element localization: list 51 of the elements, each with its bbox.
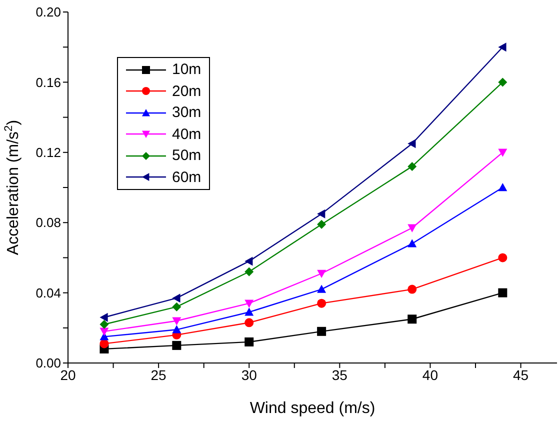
point: [498, 288, 508, 298]
point: [317, 298, 326, 308]
point: [172, 317, 182, 326]
point: [317, 284, 326, 293]
point: [172, 294, 180, 303]
point: [408, 162, 417, 171]
y-tick-label: 0.08: [36, 215, 61, 230]
point: [100, 312, 108, 322]
point: [317, 209, 326, 218]
point: [244, 256, 253, 266]
y-tick-label: 0.12: [36, 145, 61, 160]
x-tick-label: 30: [241, 366, 258, 383]
point: [244, 267, 254, 276]
point: [498, 78, 508, 87]
point: [244, 318, 254, 328]
legend-label: 30m: [172, 104, 202, 122]
point: [317, 220, 326, 229]
legend-label: 60m: [172, 168, 202, 186]
y-tick-label: 0.04: [36, 285, 61, 300]
y-tick-label: 0.20: [36, 4, 61, 20]
legend-label: 40m: [172, 126, 202, 143]
point: [498, 42, 506, 52]
point: [498, 183, 508, 192]
legend-label: 50m: [172, 147, 202, 164]
point: [408, 284, 417, 294]
y-tick-label: 0.00: [36, 356, 61, 371]
point: [408, 314, 417, 324]
x-axis-title: Wind speed (m/s): [250, 400, 376, 417]
x-tick-label: 45: [512, 366, 529, 383]
point: [172, 302, 182, 312]
point: [317, 270, 326, 278]
point: [244, 337, 254, 346]
legend-label: 20m: [172, 82, 202, 100]
point: [100, 328, 109, 336]
point: [408, 139, 416, 148]
x-tick-label: 35: [332, 366, 348, 383]
point: [172, 325, 182, 334]
point: [244, 300, 254, 308]
x-tick-label: 40: [422, 366, 438, 383]
y-tick-label: 0.16: [36, 74, 61, 90]
point: [408, 239, 417, 248]
point: [317, 326, 326, 336]
legend-label: 10m: [172, 61, 202, 78]
point: [498, 148, 508, 157]
x-tick-label: 25: [150, 366, 167, 383]
point: [408, 224, 417, 232]
x-tick-label: 20: [60, 366, 76, 383]
point: [172, 340, 182, 350]
point: [244, 308, 254, 316]
point: [100, 320, 109, 329]
point: [498, 253, 508, 262]
